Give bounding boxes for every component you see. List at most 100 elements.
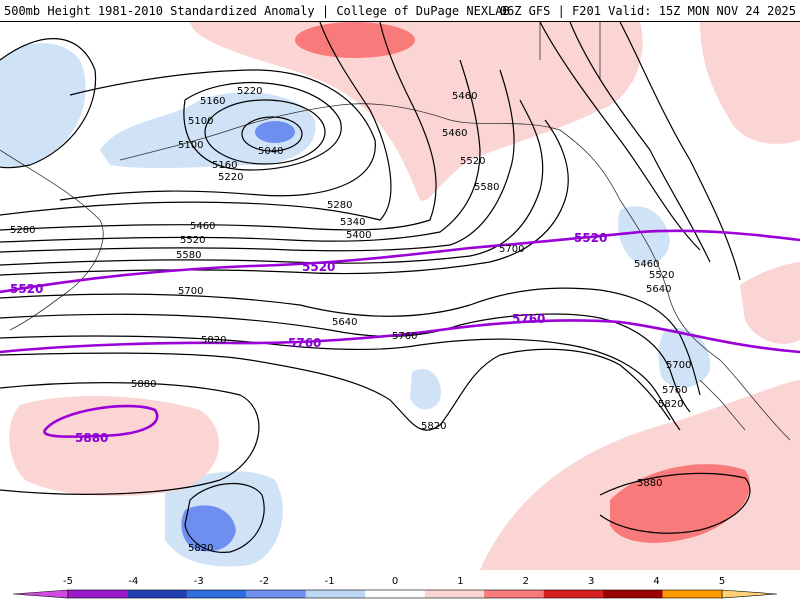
negative-anomaly-areas	[0, 43, 711, 567]
colorbar-tick-label: 1	[457, 576, 463, 587]
colorbar-band	[246, 590, 306, 598]
anomaly-pos-bering	[190, 22, 643, 201]
contour-label: 5820	[201, 335, 226, 346]
contour-5460	[0, 22, 701, 253]
anomaly-pos-bering-core	[295, 22, 415, 58]
map-header: 500mb Height 1981-2010 Standardized Anom…	[0, 0, 800, 22]
contour-5520	[0, 22, 711, 266]
colorbar-band	[662, 590, 722, 598]
contour-label: 5280	[10, 225, 35, 236]
colorbar-scale: -5 -4 -3 -2 -1 0 1 2 3 4 5	[12, 576, 778, 599]
anomaly-pos-mexico-core	[610, 464, 750, 543]
contour-5340	[0, 22, 437, 231]
colorbar-tick-label: -2	[259, 576, 269, 587]
contour-5400	[0, 59, 481, 243]
highlight-5880	[43, 404, 159, 438]
colorbar-tick-label: 5	[719, 576, 725, 587]
colorbar-tick-label: 0	[392, 576, 398, 587]
colorbar-frame	[67, 589, 723, 599]
highlight-contours	[0, 229, 800, 438]
height-contours	[0, 22, 751, 553]
anomaly-neg-pacific-nw	[618, 206, 670, 265]
contour-label: 5040	[258, 146, 283, 157]
contour-label: 5160	[212, 160, 237, 171]
highlight-5760	[0, 319, 800, 354]
anomaly-pos-subtropical-high	[9, 395, 219, 496]
contour-label: 5100	[188, 116, 213, 127]
model-run-info: 06Z GFS | F201 Valid: 15Z MON NOV 24 202…	[499, 4, 796, 18]
contour-label: 5220	[237, 86, 262, 97]
contour-label: 5640	[332, 317, 357, 328]
colorbar-tick-label: 3	[588, 576, 594, 587]
contour-label: 5700	[666, 360, 691, 371]
colorbar-tick-label: 2	[523, 576, 529, 587]
contour-5580	[0, 22, 741, 281]
contour-5280	[0, 22, 392, 221]
contour-label: 5520	[649, 270, 674, 281]
colorbar-band	[365, 590, 425, 598]
contour-subtropical-low	[184, 483, 265, 553]
contour-label: 5160	[200, 96, 225, 107]
colorbar-min-extension	[12, 589, 69, 599]
highlight-label: 5520	[574, 231, 607, 245]
contour-label: 5460	[452, 91, 477, 102]
contour-label: 5520	[460, 156, 485, 167]
anomaly-neg-low-core	[255, 121, 295, 143]
highlight-label: 5520	[302, 260, 335, 274]
colorbar-band	[305, 590, 366, 598]
coastline-asia	[0, 149, 104, 331]
contour-label: 5880	[131, 379, 156, 390]
contour-label: 5700	[499, 244, 524, 255]
contour-5100	[204, 99, 326, 165]
positive-anomaly-areas	[9, 22, 800, 570]
contour-label: 5700	[178, 286, 203, 297]
contour-label: 5880	[637, 478, 662, 489]
anomaly-pos-arctic	[700, 22, 800, 144]
anomaly-neg-low-center	[100, 92, 316, 169]
map-title: 500mb Height 1981-2010 Standardized Anom…	[4, 4, 510, 18]
contour-label: 5100	[178, 140, 203, 151]
contour-5880	[0, 382, 260, 495]
colorbar-tick-label: -5	[63, 576, 73, 587]
highlight-label: 5880	[75, 431, 108, 445]
contour-label: 5460	[190, 221, 215, 232]
colorbar-band	[543, 590, 604, 598]
colorbar-band	[424, 590, 485, 598]
anomaly-neg-cutoff	[410, 368, 441, 410]
highlight-label: 5760	[288, 336, 321, 350]
contour-label: 5580	[176, 250, 201, 261]
highlight-labels: 5520 5520 5520 5760 5760 5880	[10, 231, 607, 445]
contour-5700	[0, 313, 691, 413]
contour-label: 5220	[218, 172, 243, 183]
contour-label: 5460	[442, 128, 467, 139]
contour-5820	[0, 348, 671, 431]
anomaly-pos-interior	[740, 262, 800, 344]
contour-label: 5640	[646, 284, 671, 295]
colorbar-tick-label: 4	[653, 576, 659, 587]
contour-5760	[0, 335, 681, 431]
coastline-north-america	[119, 103, 791, 441]
colorbar-tick-label: -3	[194, 576, 204, 587]
contour-label: 5400	[346, 230, 371, 241]
contour-5040	[241, 116, 303, 152]
contour-label: 5580	[474, 182, 499, 193]
colorbar-max-extension	[721, 589, 778, 599]
contour-label: 5460	[634, 259, 659, 270]
colorbar: -5 -4 -3 -2 -1 0 1 2 3 4 5	[0, 570, 800, 600]
colorbar-band	[186, 590, 247, 598]
contour-west-low	[0, 38, 97, 169]
colorbar-band	[127, 590, 187, 598]
contour-label: 5820	[421, 421, 446, 432]
contour-5640	[0, 287, 701, 396]
contour-mexico-high	[599, 472, 751, 534]
contour-label: 5520	[180, 235, 205, 246]
highlight-label: 5520	[10, 282, 43, 296]
coastlines	[0, 22, 791, 441]
anomaly-neg-subtropics-core	[181, 505, 236, 552]
contour-label: 5760	[392, 331, 417, 342]
contour-label: 5820	[658, 399, 683, 410]
contour-labels: 5220 5160 5100 5100 5040 5160 5220 5280 …	[10, 86, 691, 554]
colorbar-tick-label: -4	[128, 576, 138, 587]
highlight-label: 5760	[512, 312, 545, 326]
contour-label: 5820	[188, 543, 213, 554]
